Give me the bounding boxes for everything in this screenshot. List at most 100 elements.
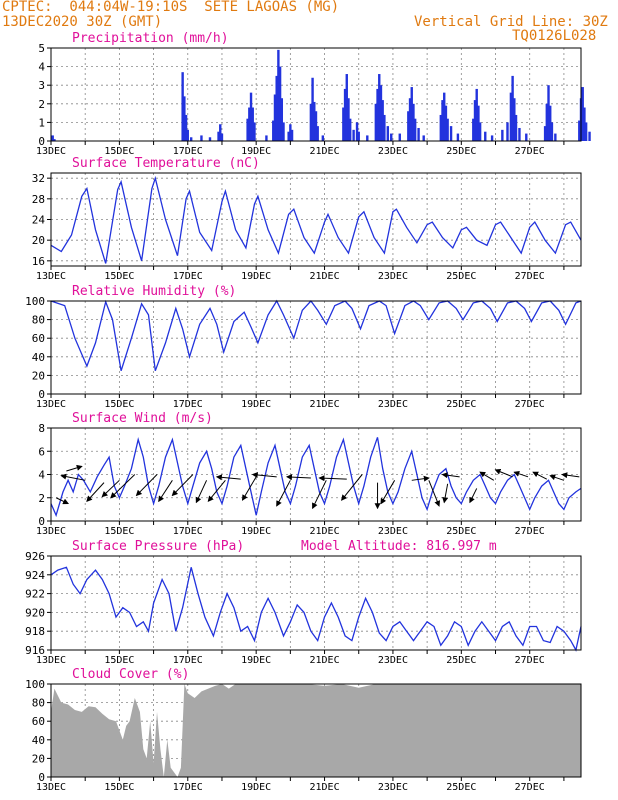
wind-vector (171, 474, 194, 497)
precip-bar (309, 103, 313, 141)
header-line1-left: CPTEC: 044:04W-19:10S SETE LAGOAS (MG) (2, 0, 340, 15)
wind-vector (532, 471, 548, 480)
precip-bar (249, 92, 253, 141)
wind-vector (341, 474, 363, 501)
precip-bar (186, 129, 189, 141)
y-tick-label: 60 (32, 332, 45, 345)
series-line (50, 299, 582, 372)
x-tick-label: 15DEC (104, 146, 134, 157)
x-tick-label: 27DEC (515, 399, 545, 410)
y-tick-label: 920 (25, 606, 45, 619)
precip-bar (484, 131, 487, 141)
y-tick-label: 924 (25, 569, 45, 582)
x-tick-label: 23DEC (378, 271, 408, 282)
wind-vector (241, 476, 257, 501)
y-tick-label: 2 (38, 98, 45, 111)
y-tick-label: 80 (32, 697, 45, 710)
x-tick-label: 25DEC (446, 782, 476, 793)
precip-bar (189, 137, 193, 141)
x-tick-label: 15DEC (104, 655, 134, 666)
wind-vector (318, 475, 347, 482)
precip-bar (355, 122, 359, 141)
precip-bar (219, 124, 222, 141)
panel-title: Precipitation (mm/h) (72, 31, 229, 46)
precip-bar (272, 120, 275, 141)
panel-4 (47, 555, 582, 654)
x-tick-label: 25DEC (446, 655, 476, 666)
precip-bar (581, 87, 584, 141)
precip-bar (501, 129, 504, 141)
precip-bar (478, 122, 482, 141)
wind-vector (469, 488, 478, 504)
precip-bar (439, 114, 443, 141)
precip-bar (343, 88, 347, 141)
precip-bar (578, 120, 581, 141)
precip-bar (357, 131, 360, 141)
precip-bar (200, 135, 203, 141)
precip-bar (374, 103, 378, 141)
precip-bar (412, 103, 415, 141)
precip-bar (282, 122, 285, 141)
precip-bar (583, 107, 586, 141)
panel-0 (47, 47, 591, 145)
precip-bar (477, 105, 480, 141)
wind-vector (158, 480, 173, 503)
y-tick-label: 100 (25, 295, 45, 308)
precip-bar (386, 126, 390, 141)
x-tick-label: 19DEC (241, 526, 271, 537)
precip-bar (509, 92, 513, 141)
wind-vector (380, 480, 396, 505)
precip-bar (449, 126, 453, 141)
series-line (50, 175, 582, 264)
wind-vector (195, 480, 208, 504)
x-tick-label: 21DEC (309, 782, 339, 793)
precip-bar (407, 111, 410, 141)
x-tick-label: 21DEC (309, 399, 339, 410)
precip-bar (443, 92, 446, 141)
y-tick-label: 2 (38, 492, 45, 505)
x-tick-label: 17DEC (173, 655, 203, 666)
wind-vector (513, 470, 529, 478)
wind-vector (66, 464, 83, 472)
x-tick-label: 13DEC (36, 146, 66, 157)
x-tick-label: 17DEC (173, 526, 203, 537)
y-tick-label: 8 (38, 422, 45, 435)
precip-bar (514, 114, 518, 141)
header-line3-right: TQ0126L028 (512, 28, 597, 44)
x-tick-label: 15DEC (104, 399, 134, 410)
panel-5 (47, 683, 582, 781)
precip-bar (217, 131, 220, 141)
precip-bar (472, 118, 475, 141)
precip-bar (543, 126, 547, 141)
precip-bar (408, 98, 412, 141)
panel-2 (47, 299, 582, 398)
wind-vector (494, 468, 513, 478)
cloud-area (51, 684, 581, 777)
precip-bar (588, 131, 591, 141)
wind-vector (549, 474, 565, 481)
wind-vector (55, 497, 69, 505)
x-tick-label: 13DEC (36, 655, 66, 666)
x-tick-label: 23DEC (378, 655, 408, 666)
precip-bar (584, 122, 588, 141)
panel-frame (50, 300, 582, 395)
y-tick-label: 0 (38, 771, 45, 784)
precip-bar (345, 74, 348, 141)
wind-vector (207, 479, 226, 503)
wind-vector (215, 474, 241, 481)
y-tick-label: 20 (32, 369, 45, 382)
panel-frame (50, 683, 582, 778)
y-tick-label: 32 (32, 172, 45, 185)
panel-title: Surface Wind (m/s) (72, 411, 213, 426)
wind-vector (312, 480, 327, 510)
x-tick-label: 27DEC (515, 271, 545, 282)
precip-bar (290, 129, 294, 141)
panel-annotation: Model Altitude: 816.997 m (301, 539, 497, 554)
y-tick-label: 0 (38, 135, 45, 148)
header-line2-right: Vertical Grid Line: 30Z (414, 14, 608, 30)
wind-vector (285, 474, 311, 481)
y-tick-label: 20 (32, 234, 45, 247)
wind-vector (276, 480, 291, 507)
x-tick-label: 19DEC (241, 399, 271, 410)
precip-bar (287, 131, 290, 141)
